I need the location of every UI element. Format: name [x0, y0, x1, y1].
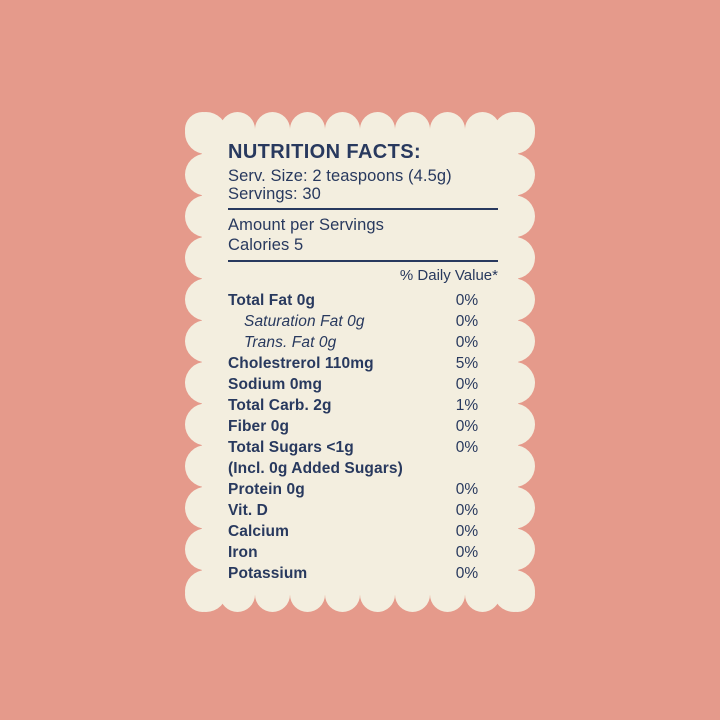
nutrient-value: 0%: [455, 523, 479, 540]
nutrient-value: 0%: [455, 292, 479, 309]
nutrient-label: (Incl. 0g Added Sugars): [228, 460, 403, 477]
nutrient-value: 0%: [455, 313, 479, 330]
nutrient-value: 0%: [455, 481, 479, 498]
nutrient-label: Total Sugars <1g: [228, 439, 354, 456]
nutrient-label: Calcium: [228, 523, 289, 540]
nutrient-row: Total Sugars <1g 0%: [228, 437, 498, 458]
serving-info: Serv. Size: 2 teaspoons (4.5g) Servings:…: [228, 167, 498, 203]
amount-per-servings: Amount per Servings: [228, 216, 384, 234]
nutrient-label: Trans. Fat 0g: [244, 334, 337, 351]
serving-size: Serv. Size: 2 teaspoons (4.5g): [228, 167, 452, 185]
nutrient-row: Fiber 0g 0%: [228, 416, 498, 437]
nutrient-row: Vit. D 0%: [228, 500, 498, 521]
label-title: NUTRITION FACTS:: [228, 141, 422, 163]
nutrient-value: 0%: [455, 334, 479, 351]
nutrient-value: 0%: [455, 439, 479, 456]
nutrient-label: Cholestrerol 110mg: [228, 355, 374, 372]
nutrient-row: Saturation Fat 0g 0%: [228, 311, 498, 332]
nutrition-label-card: NUTRITION FACTS: Serv. Size: 2 teaspoons…: [185, 112, 535, 612]
nutrient-row: (Incl. 0g Added Sugars): [228, 458, 498, 479]
nutrient-value: 1%: [455, 397, 479, 414]
nutrient-value: 0%: [455, 565, 479, 582]
nutrient-value: 0%: [455, 418, 479, 435]
nutrient-row: Trans. Fat 0g 0%: [228, 332, 498, 353]
nutrient-row: Cholestrerol 110mg 5%: [228, 353, 498, 374]
nutrient-label: Iron: [228, 544, 258, 561]
nutrient-value: 0%: [455, 376, 479, 393]
nutrient-label: Saturation Fat 0g: [244, 313, 365, 330]
nutrient-row: Potassium 0%: [228, 563, 498, 584]
nutrient-row: Total Fat 0g 0%: [228, 290, 498, 311]
amount-info: Amount per Servings Calories 5: [228, 216, 498, 255]
nutrient-label: Protein 0g: [228, 481, 305, 498]
nutrient-label: Total Carb. 2g: [228, 397, 332, 414]
nutrient-row: Calcium 0%: [228, 521, 498, 542]
servings-count: Servings: 30: [228, 184, 321, 203]
nutrient-label: Potassium: [228, 565, 308, 582]
nutrient-value: 0%: [455, 544, 479, 561]
nutrient-value: 5%: [455, 355, 479, 372]
divider-top: [228, 208, 498, 210]
calories: Calories 5: [228, 235, 304, 254]
nutrient-row: Iron 0%: [228, 542, 498, 563]
nutrient-row: Total Carb. 2g 1%: [228, 395, 498, 416]
nutrient-rows: Total Fat 0g 0% Saturation Fat 0g 0% Trans. …: [228, 290, 498, 584]
label-content: NUTRITION FACTS: Serv. Size: 2 teaspoons…: [228, 140, 498, 584]
divider-middle: [228, 260, 498, 262]
nutrient-value: 0%: [455, 502, 479, 519]
nutrient-label: Fiber 0g: [228, 418, 290, 435]
nutrient-label: Total Fat 0g: [228, 292, 316, 309]
nutrient-row: Sodium 0mg 0%: [228, 374, 498, 395]
nutrient-row: Protein 0g 0%: [228, 479, 498, 500]
scalloped-border: [185, 112, 535, 612]
daily-value-header: % Daily Value*: [399, 267, 498, 284]
nutrient-label: Vit. D: [228, 502, 268, 519]
nutrient-label: Sodium 0mg: [228, 376, 323, 393]
